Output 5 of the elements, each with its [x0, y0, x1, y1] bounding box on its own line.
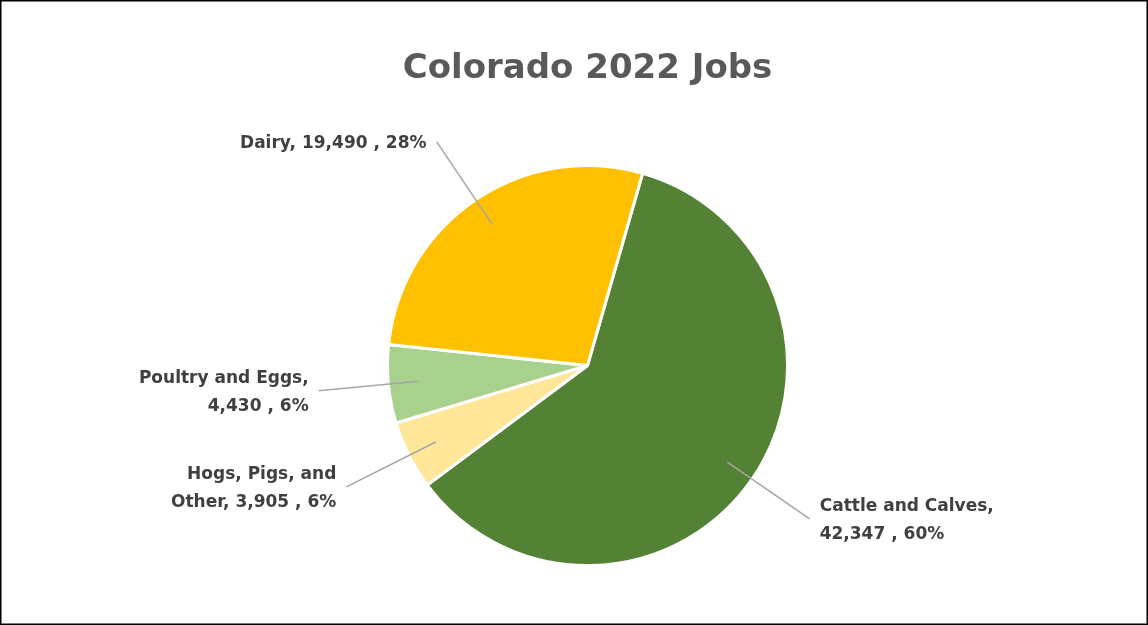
chart-title: Colorado 2022 Jobs: [402, 45, 773, 86]
slice-label: Hogs, Pigs, and Other, 3,905 , 6%: [170, 462, 337, 511]
slice-label: Cattle and Calves, 42,347 , 60%: [819, 494, 994, 543]
slice-label: Dairy, 19,490 , 28%: [240, 131, 427, 152]
slice-label: Poultry and Eggs, 4,430 , 6%: [138, 366, 309, 415]
